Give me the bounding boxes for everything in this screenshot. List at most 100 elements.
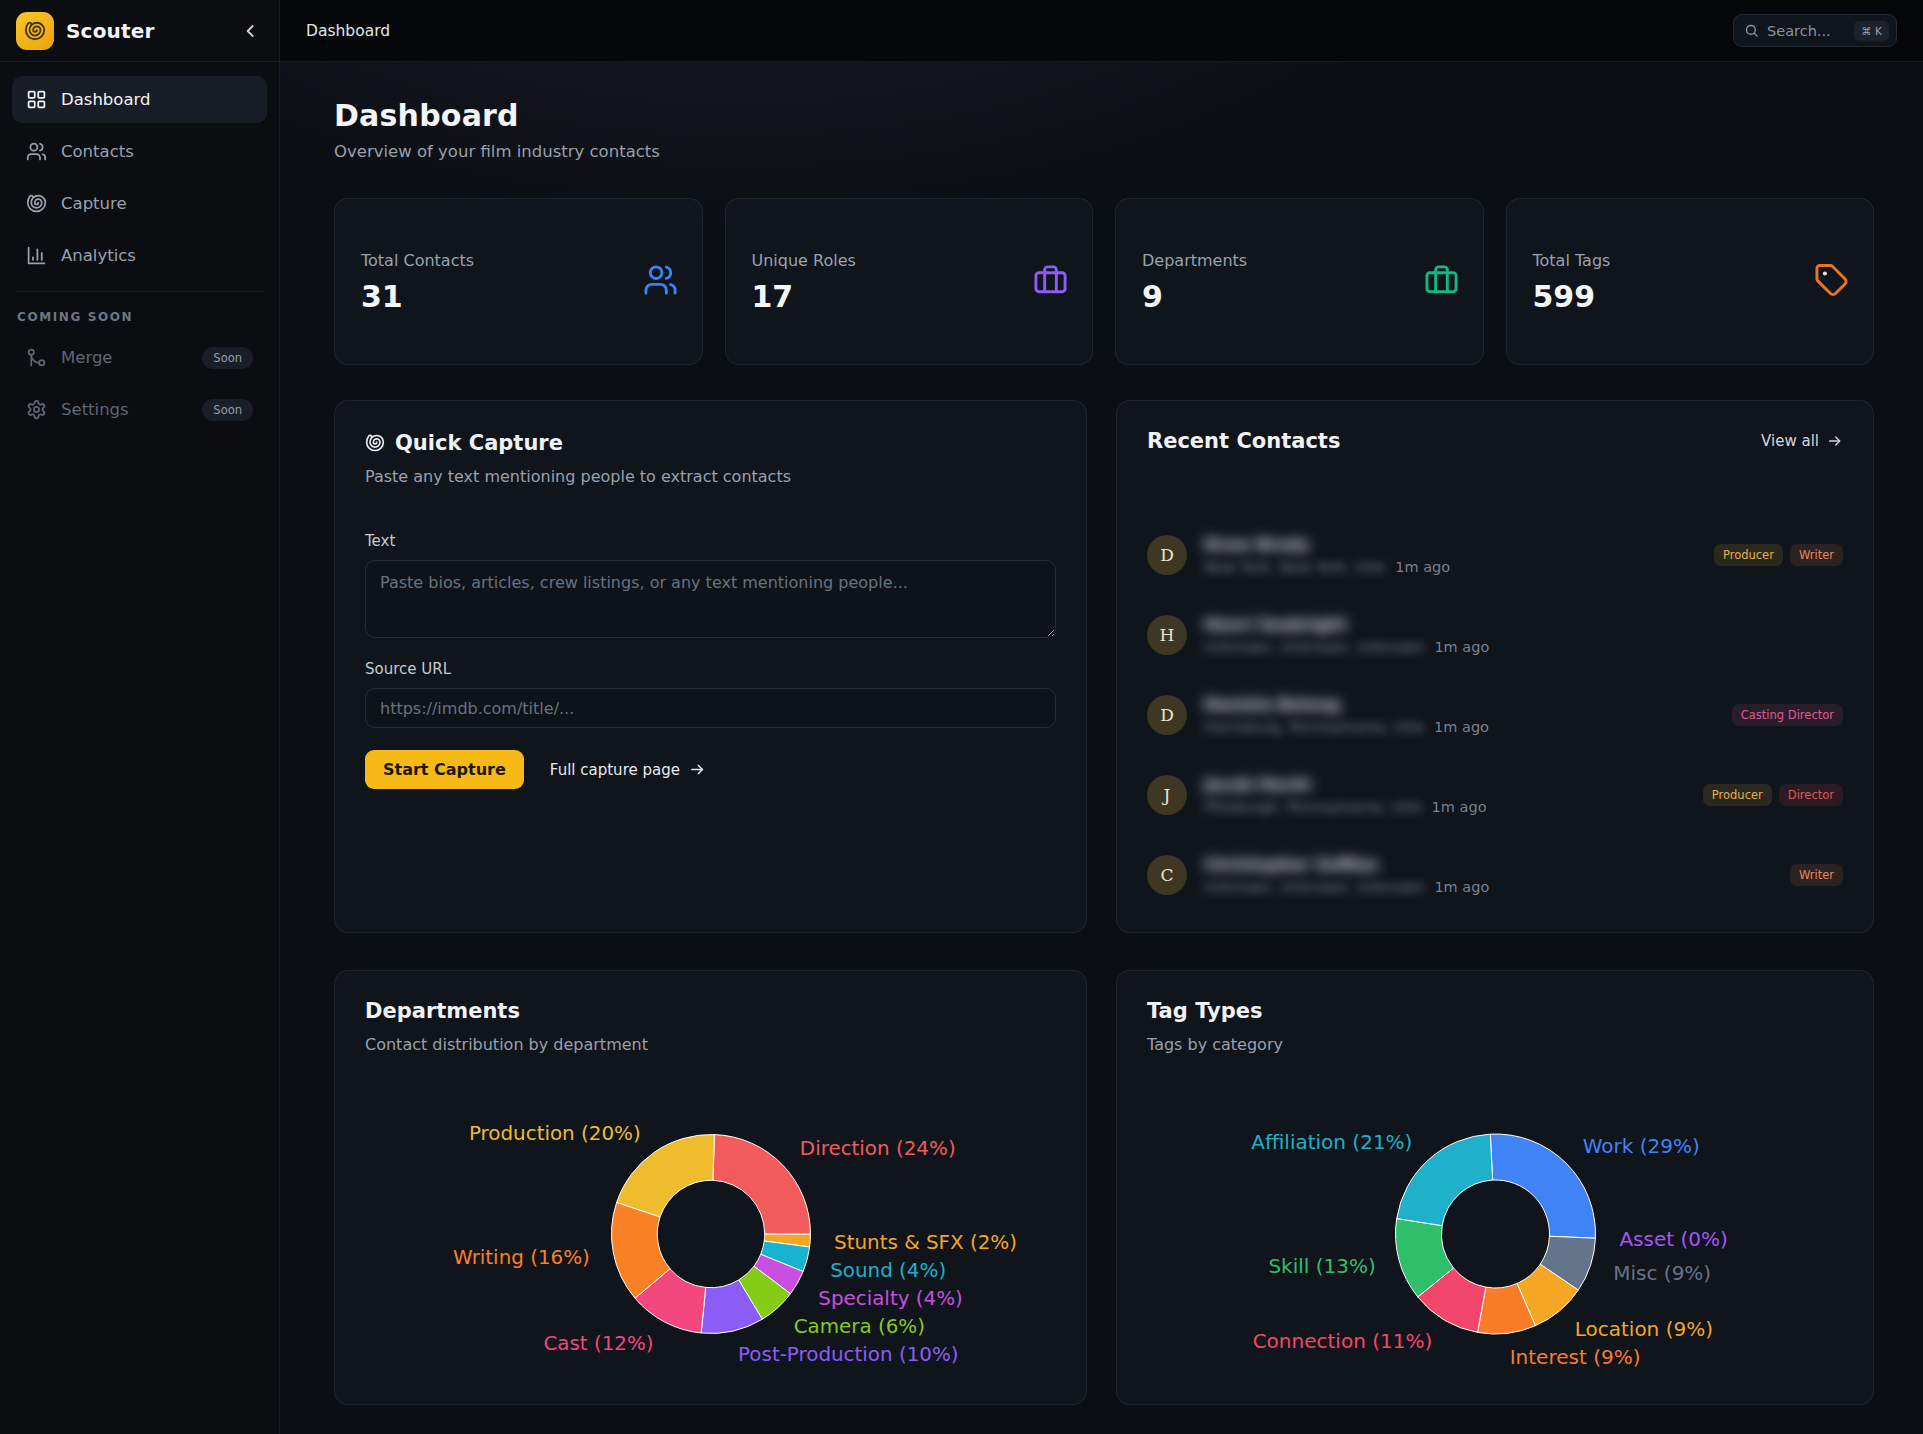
view-all-link[interactable]: View all (1761, 432, 1843, 450)
stat-card-total-tags: Total Tags 599 (1506, 198, 1875, 365)
search-placeholder: Search... (1767, 23, 1831, 39)
text-field-label: Text (365, 532, 1056, 550)
pie-slice-work[interactable] (1490, 1134, 1595, 1238)
pie-label: Location (9%) (1575, 1317, 1713, 1341)
contact-row[interactable]: H Henri Seabright Unknown, Unknown, Unkn… (1147, 595, 1843, 675)
contact-row[interactable]: D Daniela Bolong Harrisburg, Pennsylvani… (1147, 675, 1843, 755)
departments-subtitle: Contact distribution by department (365, 1035, 1056, 1054)
sidebar-item-label: Contacts (61, 142, 134, 161)
contact-tag: Producer (1703, 784, 1772, 806)
pie-label: Skill (13%) (1268, 1254, 1375, 1278)
contact-time: 1m ago (1432, 799, 1487, 815)
sidebar-header: Scouter (0, 0, 279, 62)
sidebar-item-capture[interactable]: Capture (12, 180, 267, 227)
sidebar-item-label: Dashboard (61, 90, 151, 109)
capture-icon (26, 193, 47, 214)
capture-text-input[interactable] (365, 560, 1056, 638)
briefcase-icon (1424, 262, 1459, 297)
url-field-label: Source URL (365, 660, 1056, 678)
sidebar-item-dashboard[interactable]: Dashboard (12, 76, 267, 123)
departments-title: Departments (365, 999, 1056, 1023)
pie-slice-direction[interactable] (713, 1135, 811, 1235)
sidebar-divider (16, 291, 263, 292)
pie-label: Production (20%) (469, 1122, 641, 1145)
search-input[interactable]: Search... ⌘ K (1733, 14, 1897, 47)
sidebar-item-analytics[interactable]: Analytics (12, 232, 267, 279)
quick-capture-subtitle: Paste any text mentioning people to extr… (365, 467, 1056, 486)
contact-row[interactable]: C Christopher Soffian Unknown, Unknown, … (1147, 835, 1843, 915)
departments-chart: Direction (24%)Stunts & SFX (2%)Sound (4… (335, 1066, 1086, 1396)
pie-label: Cast (12%) (543, 1332, 653, 1355)
topbar: Dashboard Search... ⌘ K (280, 0, 1923, 62)
pie-label: Asset (0%) (1619, 1227, 1727, 1251)
pie-label: Interest (9%) (1510, 1345, 1641, 1369)
tag-types-card: Tag Types Tags by category Work (29%)Ass… (1116, 970, 1874, 1405)
start-capture-button[interactable]: Start Capture (365, 750, 524, 789)
search-icon (1744, 23, 1759, 38)
sidebar-item-contacts[interactable]: Contacts (12, 128, 267, 175)
sidebar-item-label: Capture (61, 194, 127, 213)
sidebar-item-label: Analytics (61, 246, 136, 265)
source-url-input[interactable] (365, 688, 1056, 728)
contact-time: 1m ago (1395, 559, 1450, 575)
app-root: Scouter Dashboard Contacts Capture Analytic… (0, 0, 1923, 1434)
pie-slice-production[interactable] (617, 1135, 715, 1217)
contact-name: Christopher Soffian (1204, 855, 1489, 874)
contact-tag: Producer (1714, 544, 1783, 566)
chevron-left-icon (241, 21, 261, 41)
contact-name: Drew Brody (1204, 535, 1450, 554)
contact-location: Unknown, Unknown, Unknown (1204, 879, 1424, 895)
sidebar-nav: Dashboard Contacts Capture Analytics (0, 62, 279, 279)
contact-row[interactable]: J Jacob Hecht Pittsburgh, Pennsylvania, … (1147, 755, 1843, 835)
tag-types-chart: Work (29%)Asset (0%)Misc (9%)Location (9… (1117, 1066, 1873, 1396)
sidebar-item-merge[interactable]: MergeSoon (12, 334, 267, 381)
sidebar-collapse-button[interactable] (239, 19, 263, 43)
contact-location: Pittsburgh, Pennsylvania, USA (1204, 799, 1422, 815)
sidebar-item-label: Merge (61, 348, 113, 367)
sidebar-item-settings[interactable]: Settings Soon (12, 386, 267, 433)
arrow-right-icon (689, 761, 706, 778)
dashboard-icon (26, 89, 47, 110)
stat-value: 9 (1142, 279, 1455, 314)
page-content: Dashboard Overview of your film industry… (280, 62, 1923, 1434)
contacts-icon (26, 141, 47, 162)
avatar: J (1147, 775, 1187, 815)
quick-capture-card: Quick Capture Paste any text mentioning … (334, 400, 1087, 933)
sidebar-item-label: Settings (61, 400, 129, 419)
sidebar-coming-soon: MergeSoon Settings Soon (0, 334, 279, 433)
pie-label: Work (29%) (1583, 1134, 1700, 1158)
contact-location: Unknown, Unknown, Unknown (1204, 639, 1424, 655)
stat-card-departments: Departments 9 (1115, 198, 1484, 365)
tag-types-subtitle: Tags by category (1147, 1035, 1843, 1054)
spiral-icon (24, 20, 46, 42)
analytics-icon (26, 245, 47, 266)
stats-row: Total Contacts 31 Unique Roles 17 Depart… (334, 198, 1874, 365)
contact-name: Henri Seabright (1204, 615, 1489, 634)
contact-row[interactable]: D Drew Brody New York, New York, USA1m a… (1147, 515, 1843, 595)
app-logo (16, 12, 54, 50)
stat-card-unique-roles: Unique Roles 17 (725, 198, 1094, 365)
pie-label: Stunts & SFX (2%) (834, 1231, 1017, 1254)
contact-location: Harrisburg, Pennsylvania, USA (1204, 719, 1424, 735)
stat-value: 17 (752, 279, 1065, 314)
contact-tag: Writer (1790, 544, 1843, 566)
recent-contacts-list: D Drew Brody New York, New York, USA1m a… (1147, 515, 1843, 915)
briefcase-icon (1033, 262, 1068, 297)
pie-label: Direction (24%) (800, 1137, 956, 1160)
full-capture-page-link[interactable]: Full capture page (550, 761, 706, 779)
quick-capture-title: Quick Capture (395, 431, 563, 455)
page-title: Dashboard (334, 98, 1874, 133)
departments-card: Departments Contact distribution by depa… (334, 970, 1087, 1405)
stat-label: Departments (1142, 251, 1455, 270)
contact-time: 1m ago (1434, 719, 1489, 735)
soon-badge: Soon (202, 399, 253, 421)
settings-icon (26, 399, 47, 420)
page-subtitle: Overview of your film industry contacts (334, 142, 1874, 161)
contact-tag: Writer (1790, 864, 1843, 886)
search-shortcut: ⌘ K (1854, 21, 1889, 41)
contact-time: 1m ago (1434, 879, 1489, 895)
avatar: D (1147, 535, 1187, 575)
pie-label: Affiliation (21%) (1251, 1130, 1412, 1154)
tag-icon (1814, 262, 1849, 297)
contact-tag: Casting Director (1732, 704, 1843, 726)
